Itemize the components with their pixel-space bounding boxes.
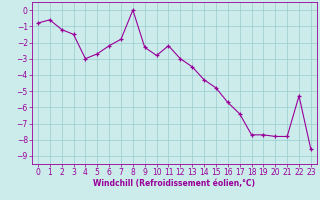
X-axis label: Windchill (Refroidissement éolien,°C): Windchill (Refroidissement éolien,°C) xyxy=(93,179,255,188)
